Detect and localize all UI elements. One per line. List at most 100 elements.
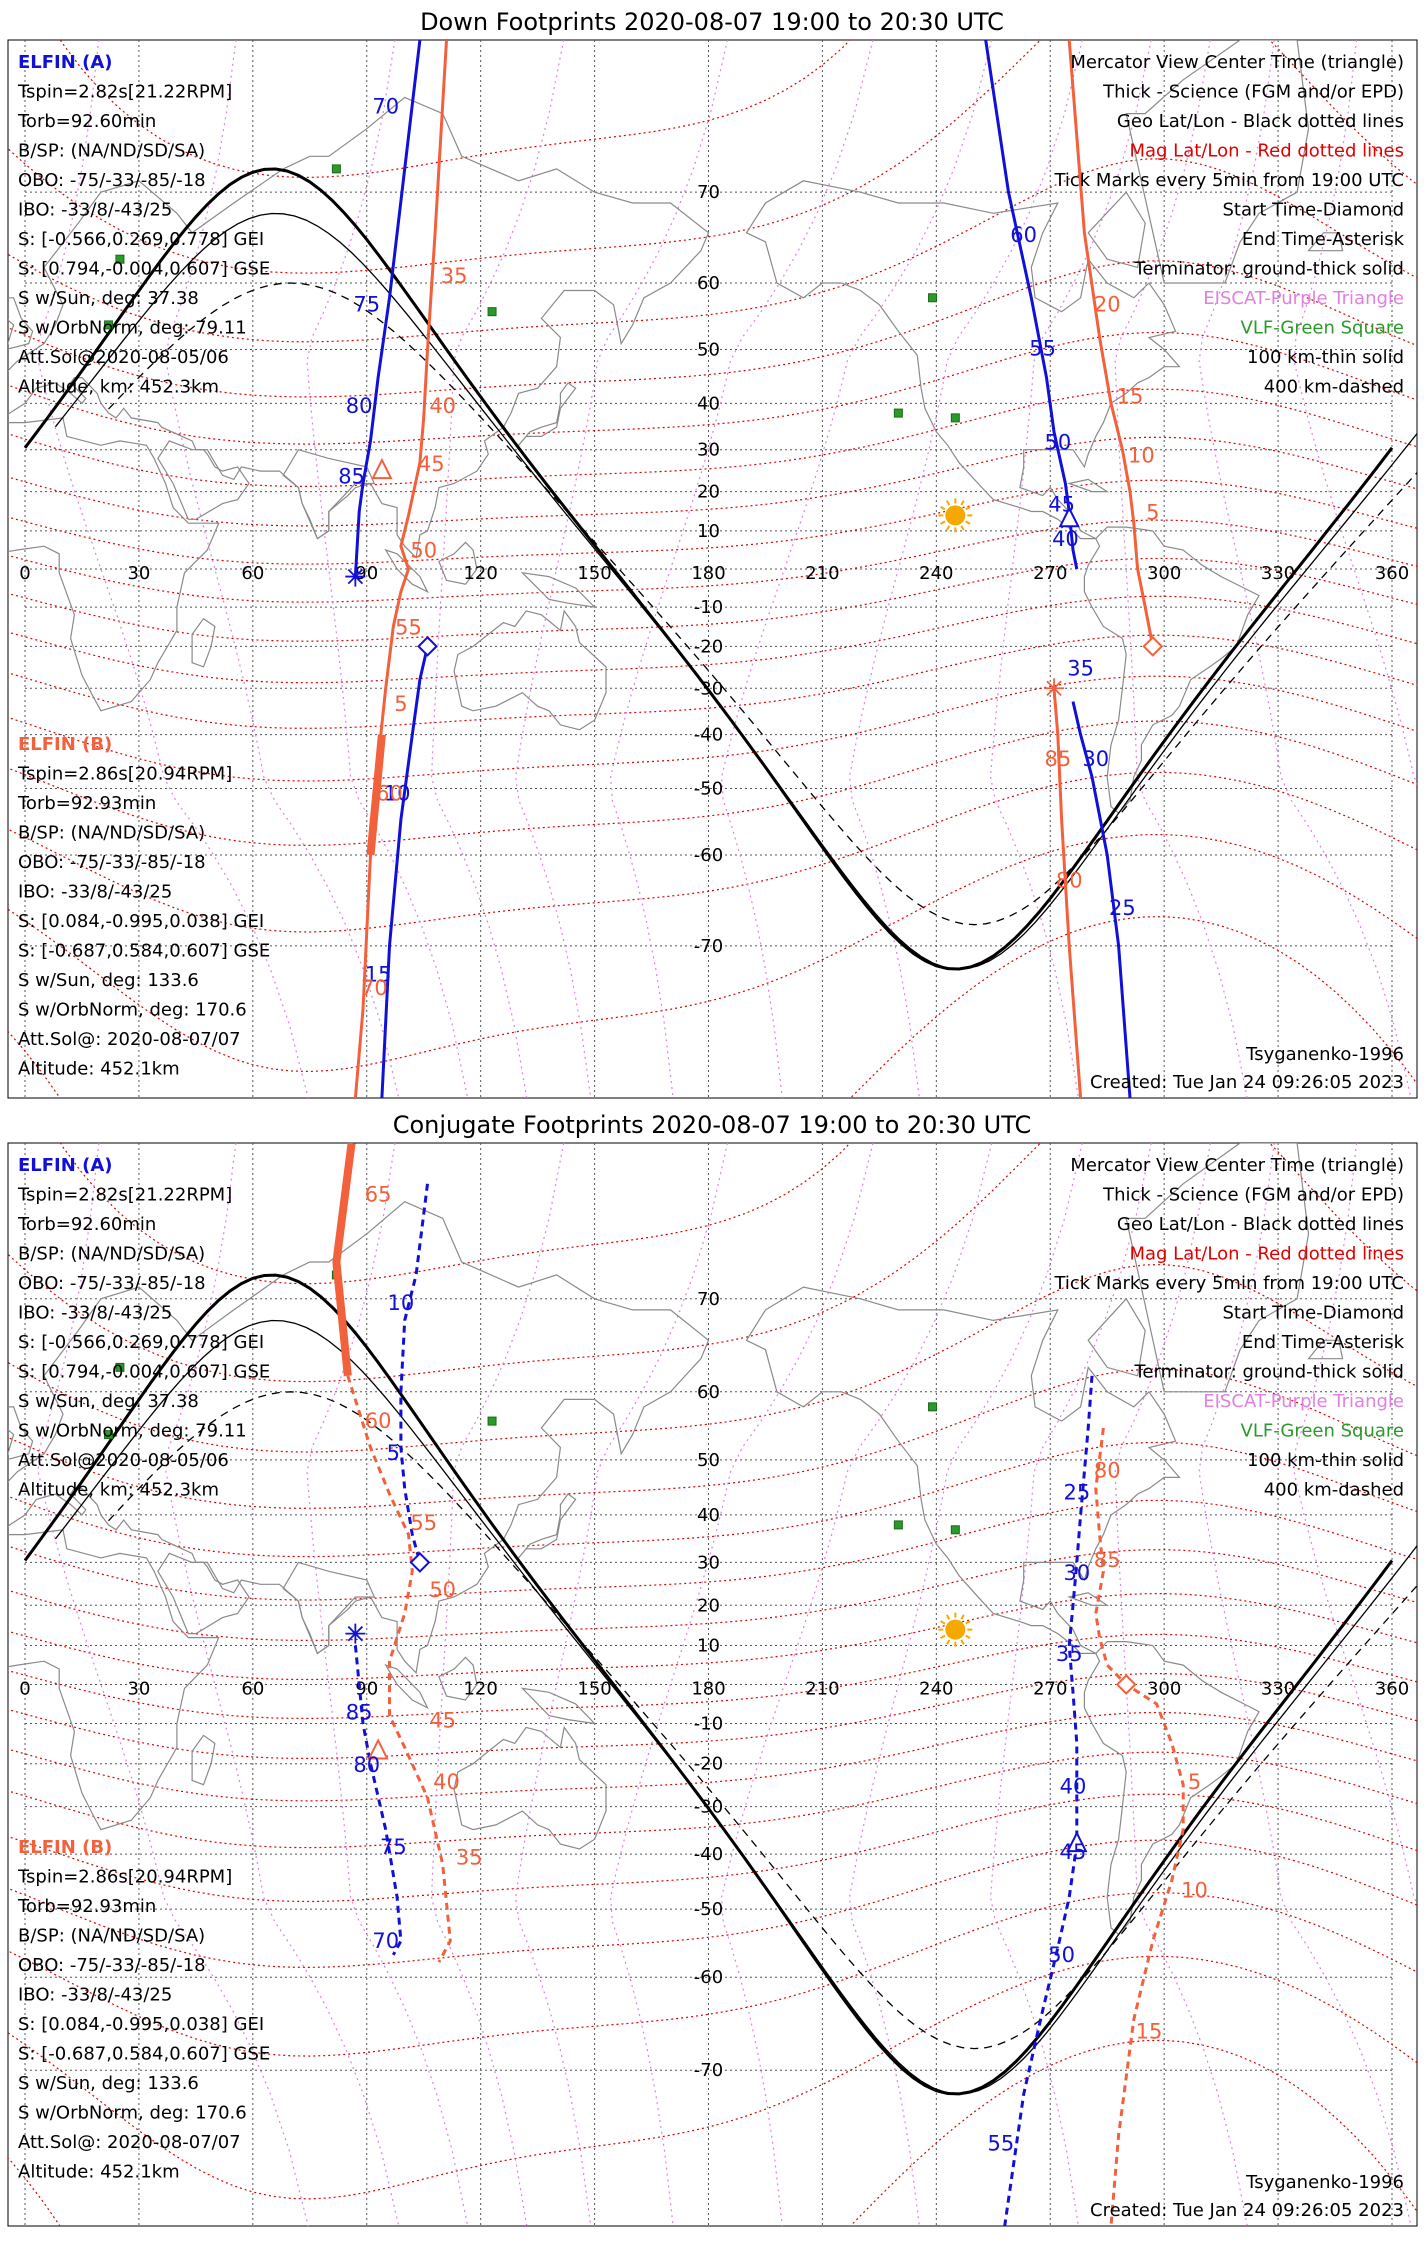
legend-line: Mercator View Center Time (triangle): [1070, 1155, 1404, 1176]
coastline-cuba: [1067, 1592, 1110, 1606]
elfin-a-time-label: 40: [1060, 1774, 1087, 1798]
elfin-b-time-label: 45: [418, 452, 445, 476]
lon-label: 330: [1261, 563, 1295, 584]
coastline-arabia: [157, 440, 250, 520]
elfin-a-time-label: 30: [1063, 1561, 1090, 1585]
mag-meridian-line: [430, 1143, 565, 2226]
map-frame: [7, 1142, 1418, 2227]
elfin-b-time-label: 5: [394, 692, 407, 716]
legend-line: Terminator: ground-thick solid: [1133, 259, 1404, 280]
coastline-sumatra: [384, 548, 429, 594]
lon-label: 150: [577, 1679, 611, 1700]
legend-line: Tick Marks every 5min from 19:00 UTC: [1053, 170, 1404, 191]
legend-line: EISCAT-Purple Triangle: [1203, 288, 1404, 309]
mag-meridian-line: [165, 40, 400, 1098]
elfin-a-info-line: Torb=92.60min: [17, 1214, 156, 1235]
mag-latitude-line: [8, 479, 1417, 565]
lat-label: 10: [697, 1636, 720, 1657]
elfin-a-time-label: 30: [1082, 747, 1109, 771]
elfin-a-time-label: 75: [380, 1835, 407, 1859]
start-diamond-icon: [1115, 1674, 1137, 1695]
lat-label: 40: [697, 393, 720, 414]
lat-label: 70: [697, 182, 720, 203]
elfin-b-info-line: S: [-0.687,0.584,0.607] GSE: [18, 2044, 270, 2065]
coastline-cuba: [1067, 478, 1110, 493]
center-triangle-icon: [1058, 506, 1080, 528]
mag-meridian-line: [848, 40, 1083, 1098]
elfin-b-time-label: 80: [1056, 868, 1083, 892]
coastline-iceland: [1307, 1339, 1344, 1360]
elfin-a-info-line: OBO: -75/-33/-85/-18: [18, 1273, 206, 1294]
lat-label: -50: [694, 778, 723, 799]
coastline-madagascar: [191, 1734, 216, 1786]
lat-label: -40: [694, 725, 723, 746]
mag-meridian-line: [37, 40, 309, 1098]
elfin-a-track: [353, 40, 422, 577]
center-triangle-icon: [367, 1738, 389, 1760]
coastline-newguinea: [520, 1687, 597, 1725]
vlf-square-icon: [115, 254, 125, 264]
elfin-b-info-line: OBO: -75/-33/-85/-18: [18, 852, 206, 873]
panel-down: Down Footprints 2020-08-07 19:00 to 20:3…: [7, 8, 1418, 1099]
elfin-a-track: [1071, 701, 1132, 1098]
elfin-b-info-line: Att.Sol@: 2020-08-07/07: [18, 2132, 241, 2153]
mag-meridian-line: [989, 1143, 1152, 2226]
coastline-greenland: [1125, 40, 1310, 284]
vlf-square-icon: [950, 413, 960, 423]
mag-latitude-line: [59, 40, 851, 179]
elfin-b-info-line: Tspin=2.86s[20.94RPM]: [17, 1867, 232, 1888]
elfin-b-time-label: 60: [376, 782, 403, 806]
lat-label: 20: [697, 1595, 720, 1616]
lon-label: 360: [1375, 563, 1409, 584]
created-stamp: Created: Tue Jan 24 09:26:05 2023: [1090, 2200, 1404, 2221]
vlf-square-icon: [104, 320, 114, 330]
vlf-square-icon: [331, 164, 341, 174]
mag-meridian-line: [1293, 40, 1417, 785]
legend-line: End Time-Asterisk: [1242, 229, 1405, 250]
lat-label: 50: [697, 1450, 720, 1471]
coastline-australia: [453, 609, 607, 731]
elfin-a-name: ELFIN (A): [18, 1155, 112, 1176]
elfin-b-info-line: S: [-0.687,0.584,0.607] GSE: [18, 941, 270, 962]
elfin-b-time-label: 10: [1181, 1878, 1208, 1902]
elfin-b-time-label: 65: [365, 1183, 392, 1207]
lon-label: 180: [691, 563, 725, 584]
mag-latitude-line: [8, 1263, 1417, 1453]
elfin-a-time-label: 25: [1063, 1480, 1090, 1504]
map-body: 0 30 60 90 120 150 180 210 240 270 300 330 360 70 60 50…: [8, 40, 1417, 1098]
elfin-a-info-line: B/SP: (NA/ND/SD/SA): [18, 1244, 205, 1265]
lat-label: -40: [694, 1844, 723, 1865]
elfin-a-info-line: Tspin=2.82s[21.22RPM]: [17, 82, 232, 103]
elfin-a-time-label: 25: [1109, 896, 1136, 920]
elfin-a-info-line: S: [-0.566,0.269,0.778] GEI: [18, 229, 264, 250]
lat-label: -60: [694, 1967, 723, 1988]
mag-meridian-line: [430, 40, 565, 1098]
lon-label: 0: [19, 563, 30, 584]
legend-line: Terminator: ground-thick solid: [1133, 1362, 1404, 1383]
elfin-a-info-line: Tspin=2.82s[21.22RPM]: [17, 1185, 232, 1206]
lat-label: -20: [694, 1754, 723, 1775]
mag-latitude-line: [8, 1793, 1417, 1903]
elfin-a-info-line: Altitude, km: 452.3km: [18, 377, 219, 398]
elfin-b-time-label: 20: [1094, 293, 1121, 317]
elfin-b-track: [332, 1143, 356, 1377]
sun-icon: [938, 498, 973, 533]
legend-line: End Time-Asterisk: [1242, 1332, 1405, 1353]
legend-line: Mag Lat/Lon - Red dotted lines: [1129, 141, 1404, 162]
coastline-japan: [518, 1493, 577, 1559]
terminator-400km: [108, 282, 1417, 926]
elfin-b-info-line: S w/OrbNorm, deg: 170.6: [18, 2103, 247, 2124]
elfin-a-time-label: 5: [387, 1441, 400, 1465]
legend-line: Thick - Science (FGM and/or EPD): [1102, 1185, 1404, 1206]
legend-line: Start Time-Diamond: [1222, 200, 1404, 221]
terminator-100km: [54, 1319, 1417, 2095]
model-name: Tsyganenko-1996: [1245, 2172, 1404, 2193]
elfin-b-time-label: 35: [456, 1845, 483, 1869]
elfin-a-name: ELFIN (A): [18, 52, 112, 73]
lat-label: 60: [697, 273, 720, 294]
elfin-a-time-label: 70: [372, 95, 399, 119]
mag-latitude-line: [8, 1672, 1417, 1760]
elfin-b-name: ELFIN (B): [18, 734, 112, 755]
elfin-a-time-label: 15: [365, 963, 392, 987]
